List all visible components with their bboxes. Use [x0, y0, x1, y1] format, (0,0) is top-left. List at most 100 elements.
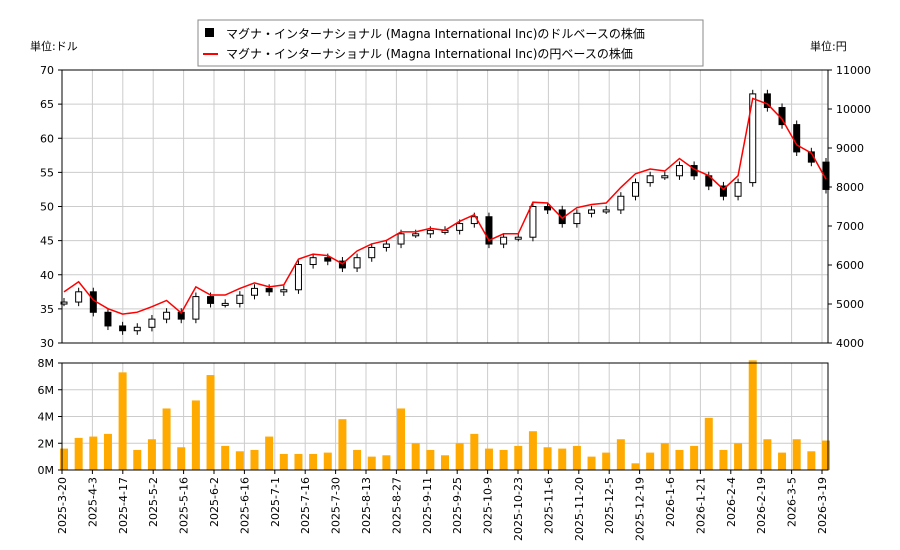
candle-body [749, 93, 757, 184]
jpy-price-line [63, 97, 827, 315]
legend: マグナ・インターナショナル (Magna International Inc)の… [197, 19, 704, 67]
x-tick-label: 2025-7-16 [299, 477, 312, 534]
legend-jpy-label: マグナ・インターナショナル (Magna International Inc)の… [226, 46, 633, 61]
y-left-tick-label: 70 [40, 64, 54, 77]
y-right-tick-label: 5000 [836, 298, 864, 311]
candle-body [763, 93, 771, 109]
candle-body [207, 296, 215, 304]
candle-body [251, 287, 258, 296]
candle-body [397, 233, 405, 245]
volume-tick-label: 6M [38, 384, 55, 397]
volume-plot-frame [61, 362, 829, 471]
x-tick-label: 2026-1-21 [694, 477, 707, 534]
volume-bar [367, 456, 376, 470]
y-right-tick-label: 7000 [836, 220, 864, 233]
volume-tick-label: 0M [38, 464, 55, 477]
volume-bar [763, 439, 772, 470]
x-tick-label: 2026-3-5 [786, 477, 799, 527]
candle-body [221, 302, 229, 306]
left-unit-label: 単位:ドル [30, 39, 78, 53]
volume-bar [279, 453, 288, 470]
volume-bar [309, 453, 318, 470]
x-tick-label: 2025-11-20 [573, 477, 586, 541]
x-tick-label: 2025-7-1 [269, 477, 282, 527]
volume-bar [74, 437, 83, 470]
x-tick-label: 2025-12-19 [634, 477, 647, 541]
candle-body [602, 209, 610, 213]
candle-body [192, 296, 200, 320]
volume-bar [441, 455, 449, 470]
volume-bar [206, 375, 215, 470]
candle-body [324, 257, 332, 262]
candle-body [485, 216, 493, 245]
volume-bar [250, 449, 259, 470]
candle-body [646, 175, 654, 184]
y-left-tick-label: 55 [40, 166, 54, 179]
x-tick-label: 2026-2-19 [755, 477, 768, 534]
candle-body [544, 206, 552, 211]
volume-bar [734, 443, 743, 470]
x-tick-label: 2025-5-16 [178, 477, 191, 534]
volume-bar [191, 400, 200, 470]
volume-bar [162, 408, 171, 470]
volume-bar [528, 431, 537, 470]
volume-bar [221, 445, 230, 470]
candle-body [60, 301, 68, 305]
y-left-tick-label: 50 [40, 201, 54, 214]
y-left-tick-label: 35 [40, 303, 54, 316]
right-unit-label: 単位:円 [810, 39, 847, 53]
volume-bar [719, 449, 728, 470]
volume-bar [484, 448, 493, 470]
volume-bar [60, 448, 68, 470]
volume-bar [397, 408, 406, 470]
candle-body [412, 233, 420, 237]
candle-body [119, 325, 127, 332]
volume-bar [353, 449, 362, 470]
volume-bar [89, 436, 98, 470]
candle-body [588, 209, 596, 214]
y-right-tick-label: 4000 [836, 337, 864, 350]
x-tick-label: 2025-4-17 [117, 477, 130, 534]
candle-body [382, 243, 390, 248]
candle-body [426, 229, 434, 235]
x-tick-label: 2025-7-30 [330, 477, 343, 534]
usd-candles [60, 89, 830, 335]
volume-bar [323, 452, 332, 470]
volume-bar [455, 443, 464, 470]
volume-tick-label: 4M [38, 411, 55, 424]
y-left-tick-label: 40 [40, 269, 54, 282]
x-tick-label: 2025-10-9 [482, 477, 495, 534]
volume-bar [426, 449, 435, 470]
x-tick-label: 2025-6-2 [208, 477, 221, 527]
volume-bar [133, 449, 142, 470]
volume-bar [147, 439, 156, 470]
candle-body [661, 175, 669, 179]
x-tick-label: 2025-6-16 [238, 477, 251, 534]
candle-body [265, 287, 273, 293]
volume-bar [616, 439, 625, 470]
volume-bar [807, 451, 816, 470]
x-tick-label: 2025-12-5 [603, 477, 616, 534]
grid [61, 69, 828, 471]
volume-bars [60, 360, 830, 470]
x-tick-label: 2025-5-2 [147, 477, 160, 527]
x-tick-label: 2025-4-3 [86, 477, 99, 527]
x-tick-label: 2025-9-11 [421, 477, 434, 534]
candle-body [368, 246, 376, 259]
y-right-tick-label: 9000 [836, 142, 864, 155]
volume-bar [265, 436, 274, 470]
y-right-tick-label: 6000 [836, 259, 864, 272]
candle-body [822, 161, 830, 190]
volume-bar [587, 456, 596, 470]
candle-body [280, 289, 288, 293]
volume-bar [748, 360, 757, 470]
volume-bar [382, 455, 391, 470]
candle-body [573, 212, 581, 225]
volume-bar [792, 439, 801, 470]
candle-body [104, 311, 112, 327]
candle-body [75, 291, 83, 303]
volume-bar [338, 419, 347, 470]
candle-body [163, 311, 171, 320]
volume-bar [103, 433, 112, 470]
